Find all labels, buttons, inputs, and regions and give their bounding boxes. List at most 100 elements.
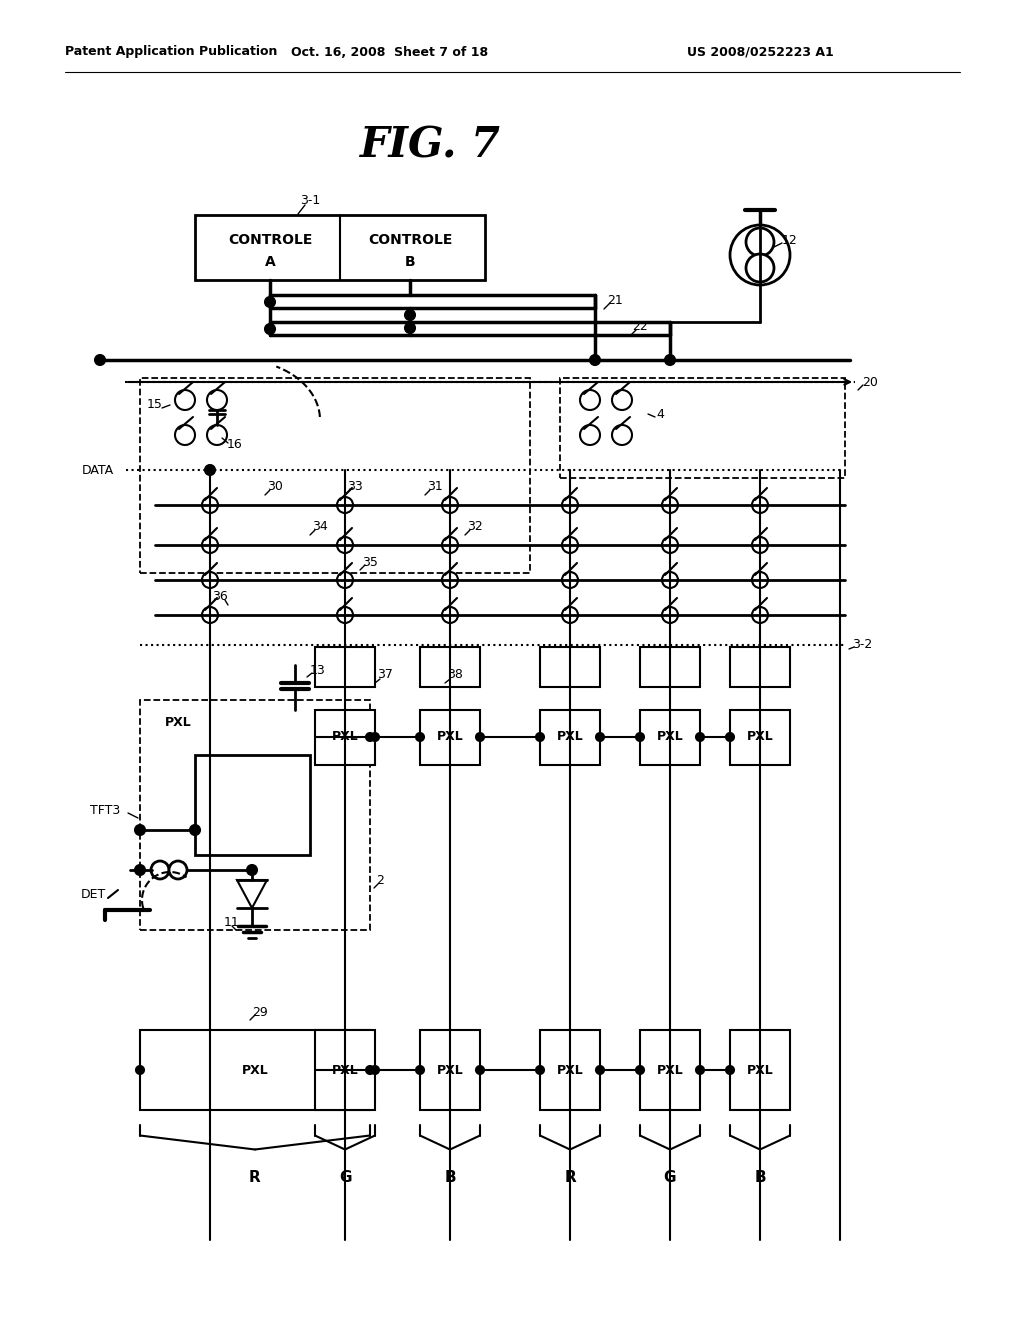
Circle shape <box>337 498 353 513</box>
Circle shape <box>752 498 768 513</box>
Text: TFT3: TFT3 <box>90 804 120 817</box>
Bar <box>540 1030 600 1110</box>
Text: B: B <box>755 1171 766 1185</box>
Bar <box>315 647 375 686</box>
Circle shape <box>175 389 195 411</box>
Circle shape <box>636 733 644 741</box>
Circle shape <box>265 323 275 334</box>
Bar <box>730 710 790 766</box>
Text: PXL: PXL <box>165 715 191 729</box>
Bar <box>315 710 375 766</box>
Bar <box>640 710 700 766</box>
Circle shape <box>612 389 632 411</box>
Text: PXL: PXL <box>436 1064 464 1077</box>
Bar <box>420 647 480 686</box>
Circle shape <box>135 825 145 836</box>
Circle shape <box>730 224 790 285</box>
Circle shape <box>247 865 257 875</box>
Circle shape <box>752 572 768 587</box>
Circle shape <box>752 537 768 553</box>
Circle shape <box>175 425 195 445</box>
Circle shape <box>371 733 379 741</box>
Text: PXL: PXL <box>557 730 584 743</box>
Circle shape <box>596 1067 604 1074</box>
Bar <box>730 1030 790 1110</box>
Text: 4: 4 <box>656 408 664 421</box>
Circle shape <box>136 1067 144 1074</box>
Circle shape <box>337 607 353 623</box>
Text: PXL: PXL <box>656 730 683 743</box>
Text: Oct. 16, 2008  Sheet 7 of 18: Oct. 16, 2008 Sheet 7 of 18 <box>292 45 488 58</box>
Circle shape <box>416 1067 424 1074</box>
Text: 36: 36 <box>212 590 228 603</box>
Circle shape <box>205 465 215 475</box>
Text: 38: 38 <box>447 668 463 681</box>
Circle shape <box>371 1067 379 1074</box>
Circle shape <box>746 228 774 256</box>
Text: 37: 37 <box>377 668 393 681</box>
Text: DATA: DATA <box>82 463 114 477</box>
Circle shape <box>536 1067 544 1074</box>
Text: PXL: PXL <box>557 1064 584 1077</box>
Text: G: G <box>339 1171 351 1185</box>
Circle shape <box>135 865 145 875</box>
Text: PXL: PXL <box>656 1064 683 1077</box>
Bar <box>640 647 700 686</box>
Circle shape <box>696 733 705 741</box>
Text: A: A <box>264 255 275 269</box>
Circle shape <box>202 572 218 587</box>
Circle shape <box>662 498 678 513</box>
Circle shape <box>590 355 600 366</box>
Circle shape <box>151 861 169 879</box>
Bar <box>640 1030 700 1110</box>
Circle shape <box>406 323 415 333</box>
Circle shape <box>636 1067 644 1074</box>
Text: PXL: PXL <box>332 730 358 743</box>
Circle shape <box>562 537 578 553</box>
Circle shape <box>95 355 105 366</box>
Circle shape <box>416 733 424 741</box>
Text: B: B <box>404 255 416 269</box>
Circle shape <box>366 733 374 741</box>
Circle shape <box>406 310 415 319</box>
Text: 29: 29 <box>252 1006 268 1019</box>
Circle shape <box>202 537 218 553</box>
Text: FIG. 7: FIG. 7 <box>359 124 501 166</box>
Circle shape <box>612 425 632 445</box>
Text: 3-2: 3-2 <box>852 639 872 652</box>
Circle shape <box>726 733 734 741</box>
Circle shape <box>169 861 187 879</box>
Text: PXL: PXL <box>332 1064 358 1077</box>
Circle shape <box>202 498 218 513</box>
Text: 34: 34 <box>312 520 328 533</box>
Circle shape <box>752 607 768 623</box>
Text: PXL: PXL <box>746 730 773 743</box>
Circle shape <box>207 425 227 445</box>
Circle shape <box>580 389 600 411</box>
Circle shape <box>442 572 458 587</box>
Circle shape <box>562 498 578 513</box>
Text: 13: 13 <box>310 664 326 676</box>
Circle shape <box>580 425 600 445</box>
Bar <box>195 215 485 280</box>
Bar <box>195 755 310 855</box>
Bar <box>315 1030 375 1110</box>
Circle shape <box>442 607 458 623</box>
Text: B: B <box>444 1171 456 1185</box>
Circle shape <box>265 297 275 308</box>
Bar <box>420 710 480 766</box>
Circle shape <box>726 1067 734 1074</box>
Circle shape <box>366 1067 374 1074</box>
Text: G: G <box>664 1171 676 1185</box>
Text: DET: DET <box>80 888 105 902</box>
Text: 22: 22 <box>632 321 648 334</box>
Text: 2: 2 <box>376 874 384 887</box>
Circle shape <box>476 733 484 741</box>
Circle shape <box>562 572 578 587</box>
Text: 32: 32 <box>467 520 483 533</box>
Circle shape <box>337 537 353 553</box>
Text: PXL: PXL <box>242 1064 268 1077</box>
Text: 16: 16 <box>227 438 243 451</box>
Text: 15: 15 <box>147 399 163 412</box>
Circle shape <box>662 572 678 587</box>
